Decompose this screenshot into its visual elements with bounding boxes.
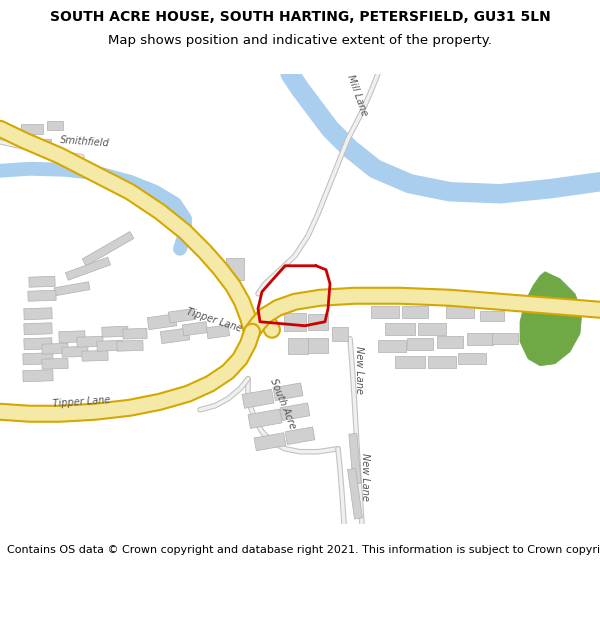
- Text: Mill Lane: Mill Lane: [345, 74, 369, 118]
- Text: Map shows position and indicative extent of the property.: Map shows position and indicative extent…: [108, 34, 492, 47]
- Polygon shape: [123, 328, 147, 339]
- Polygon shape: [273, 383, 303, 401]
- Polygon shape: [402, 306, 428, 318]
- Polygon shape: [54, 282, 90, 296]
- Polygon shape: [349, 434, 361, 484]
- Polygon shape: [458, 353, 486, 364]
- Polygon shape: [407, 338, 433, 350]
- Text: New Lane: New Lane: [360, 453, 370, 501]
- Polygon shape: [446, 306, 474, 318]
- Polygon shape: [102, 326, 128, 338]
- Polygon shape: [23, 370, 53, 382]
- Polygon shape: [395, 356, 425, 367]
- Polygon shape: [160, 328, 190, 344]
- Polygon shape: [285, 427, 315, 444]
- Polygon shape: [378, 340, 406, 352]
- Polygon shape: [206, 325, 230, 339]
- Polygon shape: [248, 409, 282, 428]
- Polygon shape: [385, 322, 415, 335]
- Polygon shape: [24, 338, 52, 350]
- Text: Tipper Lane: Tipper Lane: [52, 395, 110, 409]
- Polygon shape: [280, 403, 310, 421]
- Text: Tipper Lane: Tipper Lane: [185, 306, 243, 334]
- Polygon shape: [24, 322, 52, 335]
- Polygon shape: [437, 336, 463, 348]
- Polygon shape: [428, 356, 456, 367]
- Polygon shape: [418, 322, 446, 335]
- Polygon shape: [25, 139, 50, 149]
- Polygon shape: [28, 290, 56, 301]
- Polygon shape: [254, 432, 286, 451]
- Polygon shape: [77, 336, 103, 348]
- Polygon shape: [182, 322, 208, 336]
- Polygon shape: [332, 327, 348, 341]
- Polygon shape: [242, 389, 274, 408]
- Polygon shape: [226, 258, 244, 280]
- Polygon shape: [117, 340, 143, 351]
- Polygon shape: [308, 338, 328, 353]
- Polygon shape: [29, 276, 55, 288]
- Polygon shape: [371, 306, 399, 318]
- Polygon shape: [82, 350, 108, 361]
- Polygon shape: [347, 468, 362, 519]
- Polygon shape: [169, 309, 196, 323]
- Polygon shape: [480, 311, 504, 321]
- Text: South Acre: South Acre: [268, 378, 298, 431]
- Polygon shape: [284, 312, 306, 331]
- Polygon shape: [467, 332, 493, 345]
- Polygon shape: [288, 338, 308, 354]
- Polygon shape: [42, 358, 68, 369]
- Polygon shape: [21, 124, 43, 134]
- Text: New Lane: New Lane: [354, 346, 364, 394]
- Polygon shape: [59, 331, 85, 342]
- Polygon shape: [82, 231, 134, 266]
- Polygon shape: [47, 121, 63, 130]
- Polygon shape: [42, 343, 68, 354]
- Polygon shape: [492, 333, 518, 344]
- Polygon shape: [62, 346, 88, 358]
- Polygon shape: [24, 308, 52, 320]
- Text: SOUTH ACRE HOUSE, SOUTH HARTING, PETERSFIELD, GU31 5LN: SOUTH ACRE HOUSE, SOUTH HARTING, PETERSF…: [50, 10, 550, 24]
- Polygon shape: [23, 352, 53, 365]
- Polygon shape: [65, 258, 110, 280]
- Text: Smithfield: Smithfield: [60, 136, 110, 149]
- Polygon shape: [308, 314, 328, 330]
- Text: Contains OS data © Crown copyright and database right 2021. This information is : Contains OS data © Crown copyright and d…: [7, 546, 600, 556]
- Polygon shape: [97, 340, 123, 351]
- Polygon shape: [520, 272, 582, 366]
- Polygon shape: [148, 314, 176, 329]
